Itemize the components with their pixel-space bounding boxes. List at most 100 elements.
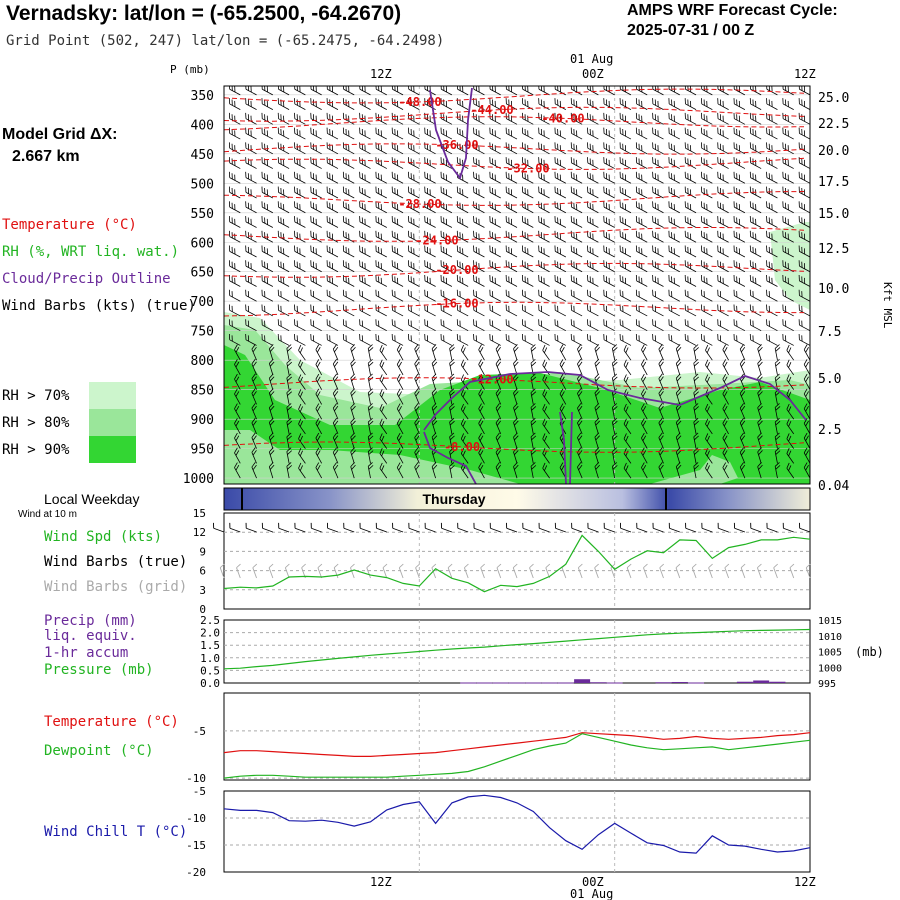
surface-wind-barb [668,522,680,533]
wind-barb [228,216,241,228]
wind-barb-staff [786,453,795,464]
wind-barb-staff [286,348,290,361]
wind-barb [286,447,292,464]
wind-barb-feather [252,376,257,382]
wind-barb-feather [514,346,519,352]
wind-barb-feather [801,291,803,298]
wind-barb-staff [245,88,257,96]
wind-barb-staff [396,452,404,464]
wind-barb-feather [299,159,301,166]
wind-barb-feather [413,263,415,269]
wind-barb-feather [315,86,317,93]
wind-barb [495,344,502,361]
wind-barb-feather [592,233,594,240]
wind-barb-feather [592,145,594,152]
wind-barb-feather [798,216,800,222]
model-grid-label: Model Grid ΔX: [2,126,118,143]
wind-barb [786,403,795,420]
wind-barb-feather [619,245,621,252]
wind-barb [693,432,699,449]
wind-barb-staff [685,88,697,96]
wind-barb-feather [542,418,546,425]
wind-barb-feather [706,174,708,181]
wind-barb-feather [397,174,399,181]
wind-barb [245,201,257,214]
wind-barb [251,462,257,479]
wind-barb [538,98,550,110]
wind-barb-feather [359,245,361,252]
wind-barb-feather [478,418,482,424]
isotherm-label: -48.00 [398,95,441,109]
wind-barb-feather [559,248,561,255]
wind-barb-feather [398,435,402,441]
wind-barb [456,260,469,273]
wind-barb-feather [228,171,231,178]
wind-barb-feather [524,86,526,91]
wind-barb-feather [294,333,296,340]
wind-barb-staff [310,88,322,96]
wind-barb-feather [342,274,345,281]
wind-barb-feather [334,435,339,441]
surface-wind-barb [538,522,550,533]
wind-barb-feather [741,464,746,471]
wind-barb-staff [224,236,225,243]
wind-barb-feather [774,373,780,379]
wind-barb-feather [771,174,773,181]
wind-barb-feather [478,277,480,284]
wind-barb [701,333,713,346]
wind-barb [449,358,455,375]
wind-barb-feather [577,432,582,438]
wind-barb-feather [261,230,263,237]
wind-barb-staff [577,348,583,361]
wind-barb [277,274,290,287]
wind-barb-staff [675,437,681,449]
height-tick-label: 25.0 [818,91,849,106]
wind-barb-feather [687,202,689,209]
wind-barb-feather [570,333,572,340]
wind-barb-staff [234,408,241,420]
wind-barb-feather [478,447,482,454]
wind-barb-feather [638,99,640,106]
wind-barb [326,319,339,332]
wind-barb [228,274,241,287]
wind-barb-feather [622,305,624,312]
wind-barb-feather [234,403,238,409]
wind-barb-feather [749,230,751,237]
wind-barb-feather [540,305,543,312]
wind-barb-feather [573,217,575,224]
wind-barb-staff [506,339,518,346]
wind-barb-feather [397,248,399,255]
wind-barb-feather [717,230,719,237]
wind-barb-feather [375,260,377,267]
wind-barb-feather [652,186,654,193]
wind-barb-feather [736,246,738,253]
wind-barb-staff [623,350,632,361]
wind-barb-feather [277,157,279,163]
wind-barb-staff [350,422,355,434]
wind-barb-feather [508,261,510,268]
wind-barb-staff [229,103,241,110]
wind-barb [408,142,420,155]
wind-barb-staff [359,295,371,302]
wind-barb [766,230,778,243]
wind-barb [375,245,387,258]
wind-barb-feather [722,218,724,225]
grid-barb-feather [398,563,404,568]
wind-barb-feather [531,391,537,396]
wind-barb-feather [701,230,703,237]
wind-barb-feather [668,319,670,326]
wind-barb [414,447,420,464]
wind-barb-feather [266,86,268,93]
wind-barb-feather [231,217,233,224]
wind-barb [505,112,518,125]
grid-wind-barb [463,563,469,579]
wind-barb-feather [505,274,507,281]
wind-barb [359,127,371,140]
wind-barb-feather [250,174,252,181]
wind-barb [495,388,502,405]
wind-barb [786,359,795,376]
wind-barb-feather [623,344,627,351]
wind-barb-feather [283,189,285,196]
wind-barb-staff [224,468,225,479]
wind-barb [505,289,518,302]
